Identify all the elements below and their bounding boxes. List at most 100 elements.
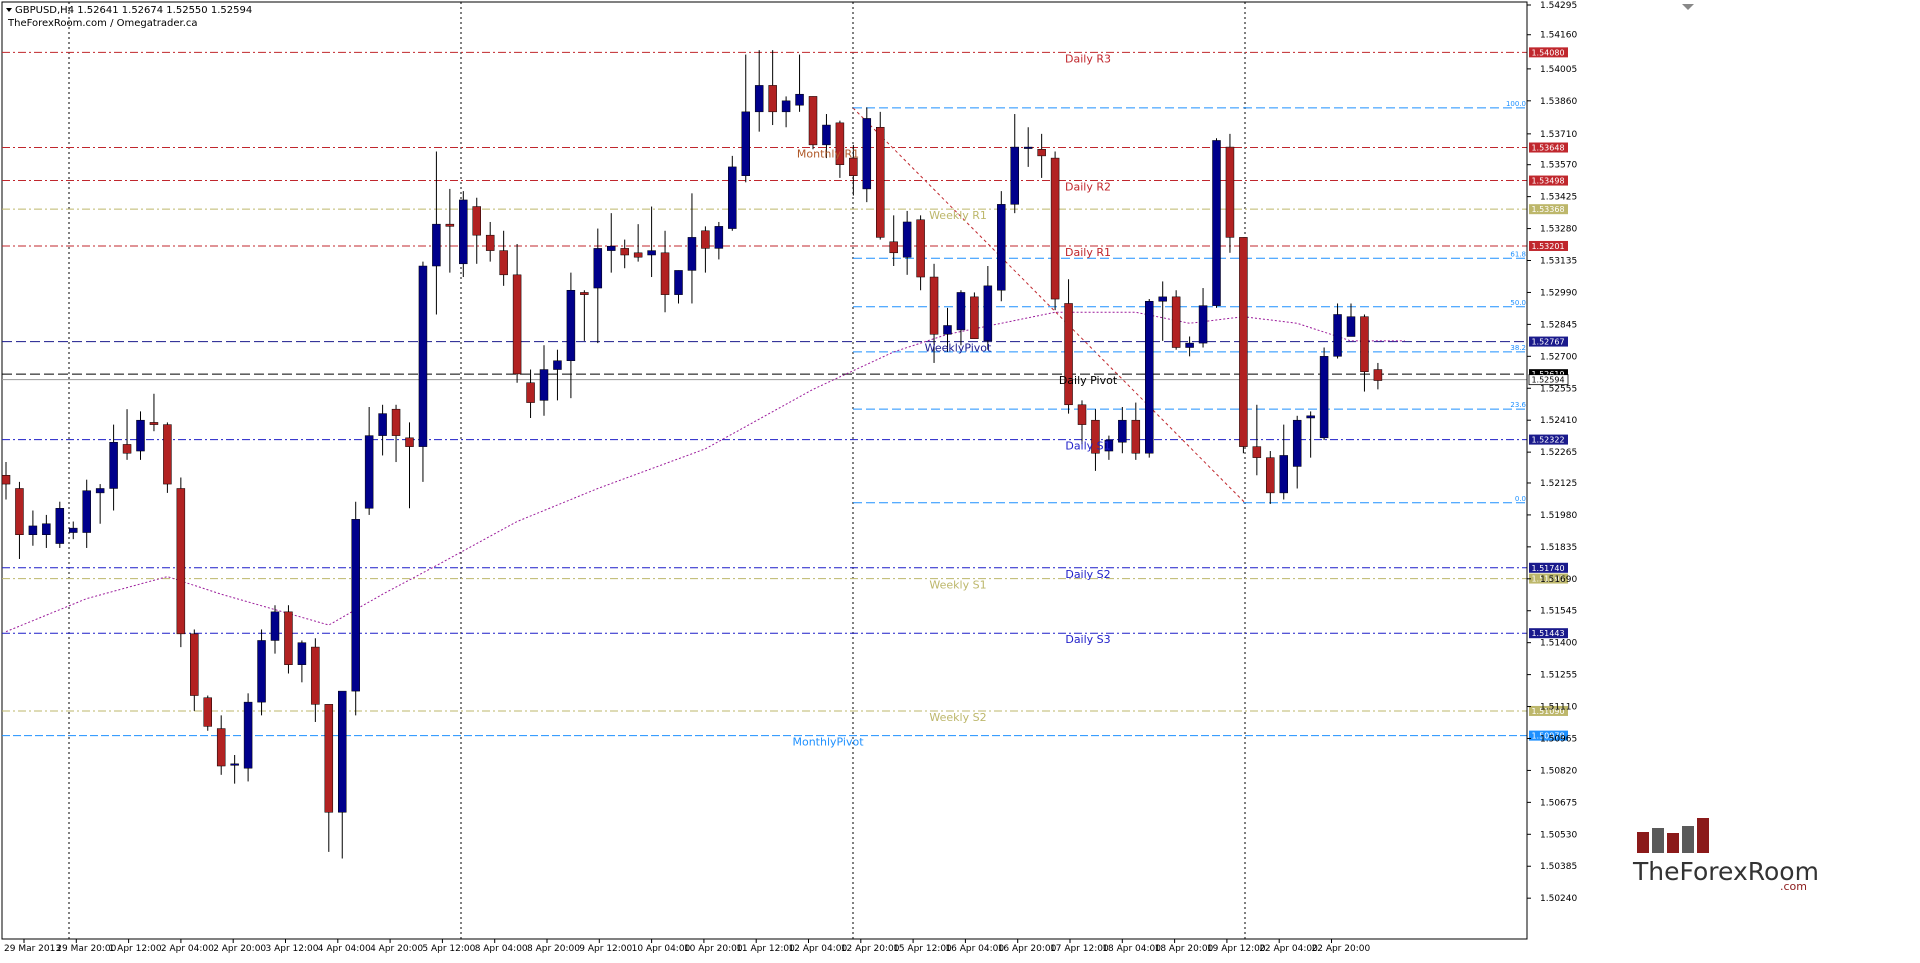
candle-body: [1266, 457, 1275, 494]
candle: [1185, 336, 1194, 357]
candle-body: [1306, 415, 1315, 419]
candle-body: [1145, 301, 1154, 454]
price-tag-label: 1.53498: [1531, 177, 1564, 186]
price-tag-label: 1.53201: [1531, 242, 1564, 251]
logo-bar: [1652, 828, 1664, 853]
candle: [432, 151, 441, 315]
candle: [42, 514, 51, 548]
y-tick-label: 1.51255: [1540, 671, 1577, 681]
candle: [674, 270, 683, 304]
y-tick-label: 1.51110: [1540, 703, 1577, 713]
candle-body: [405, 437, 414, 447]
candle: [1212, 138, 1221, 308]
candle: [876, 111, 885, 240]
price-tag-label: 1.51090: [1531, 707, 1564, 716]
candle: [230, 755, 239, 784]
price-tag-label: 1.50978: [1531, 732, 1564, 741]
candle: [983, 266, 993, 350]
candle: [203, 695, 212, 731]
y-tick-label: 1.51545: [1540, 607, 1577, 617]
candle-body: [593, 248, 603, 289]
watermark-brand: TheForexRoom: [1632, 857, 1819, 886]
x-tick-label: 12 Apr 04:00: [789, 944, 848, 954]
candle: [69, 521, 78, 540]
candle: [391, 404, 401, 463]
candle: [1373, 362, 1383, 390]
candle-body: [795, 93, 804, 106]
candle-body: [1360, 316, 1369, 372]
candle: [351, 501, 360, 716]
price-tag: [1529, 204, 1568, 215]
x-tick-label: 29 Mar 2013: [4, 944, 61, 954]
scroll-marker-icon[interactable]: [1682, 4, 1694, 10]
candle: [378, 404, 387, 456]
x-tick-label: 8 Apr 20:00: [527, 944, 580, 954]
candle-body: [203, 697, 212, 727]
candle-body: [297, 642, 307, 665]
candle-body: [889, 241, 898, 254]
y-tick-label: 1.50820: [1540, 766, 1577, 776]
candle: [607, 213, 616, 273]
candle-body: [701, 230, 710, 249]
candle: [1319, 347, 1329, 441]
watermark-suffix: .com: [1780, 880, 1807, 893]
fib-label: 38.2: [1510, 344, 1526, 352]
candle-body: [136, 419, 145, 452]
candle-body: [1104, 439, 1114, 452]
candle-body: [647, 250, 656, 256]
y-tick-label: 1.52700: [1540, 352, 1577, 362]
price-tag: [1529, 434, 1568, 445]
candle: [1292, 415, 1302, 489]
candle-body: [163, 424, 172, 485]
price-tag-label: 1.52322: [1531, 436, 1564, 445]
candle: [1050, 151, 1060, 311]
candle-body: [257, 640, 266, 703]
price-tag-label: 1.51691: [1531, 575, 1564, 584]
x-tick-label: 1 Apr 12:00: [109, 944, 162, 954]
x-tick-label: 10 Apr 20:00: [684, 944, 743, 954]
candle: [1010, 114, 1019, 214]
candle-body: [687, 237, 697, 271]
level-label: Monthly R1: [797, 148, 859, 161]
level-label: Weekly S1: [929, 579, 986, 592]
candle-body: [243, 701, 253, 769]
y-tick-label: 1.50240: [1540, 894, 1577, 904]
candle-body: [768, 85, 777, 113]
candle: [1279, 424, 1288, 500]
candle-body: [311, 646, 320, 705]
candle: [526, 369, 535, 418]
y-tick-label: 1.51980: [1540, 511, 1577, 521]
candle: [822, 114, 831, 159]
candle: [243, 693, 253, 782]
candle: [95, 484, 105, 524]
level-label: Daily R3: [1065, 52, 1111, 65]
y-tick-label: 1.52265: [1540, 448, 1577, 458]
fib-label: 0.0: [1515, 495, 1526, 503]
candle-body: [1037, 149, 1046, 157]
x-tick-label: 4 Apr 04:00: [318, 944, 371, 954]
candle: [176, 477, 186, 648]
price-tag: [1529, 47, 1568, 58]
candle: [633, 224, 643, 262]
candle: [1145, 299, 1154, 458]
candle-body: [822, 124, 831, 146]
candle-body: [1279, 455, 1288, 494]
candle-body: [929, 276, 939, 335]
price-tag-label: 1.52767: [1531, 338, 1564, 347]
candle-body: [364, 435, 374, 509]
candle: [270, 605, 280, 654]
candle: [149, 393, 159, 432]
candle: [1131, 402, 1141, 460]
candle: [418, 261, 428, 482]
y-tick-label: 1.50385: [1540, 862, 1577, 872]
y-tick-label: 1.53570: [1540, 161, 1577, 171]
watermark-logo: TheForexRoom .com: [1632, 818, 1819, 893]
candle-body: [1064, 303, 1073, 406]
chart-menu-arrow-icon[interactable]: [6, 8, 12, 12]
x-tick-label: 8 Apr 04:00: [475, 944, 528, 954]
candle: [1171, 290, 1181, 350]
candle-body: [754, 85, 764, 113]
candle-body: [714, 226, 724, 249]
